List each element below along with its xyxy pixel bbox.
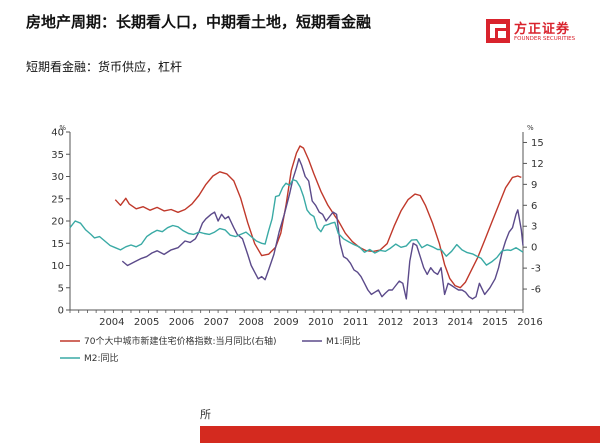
x-tick-label: 2007 xyxy=(204,317,229,328)
x-tick-label: 2009 xyxy=(273,317,298,328)
y-left-tick-label: 5 xyxy=(58,283,64,294)
chart-axes: 0 5 10 15 20 25 30 35 40% -6 -3 0 3 6 9 12 15% 2004 2005 20… xyxy=(51,124,543,328)
y-left-tick-label: 20 xyxy=(51,217,64,228)
source-note: 所 xyxy=(200,408,211,421)
page-subtitle: 短期看金融：货币供应，杠杆 xyxy=(26,60,183,74)
y-left-tick-label: 10 xyxy=(51,261,64,272)
y-right-tick-label: 15 xyxy=(531,138,544,149)
y-right-tick-label: -3 xyxy=(531,264,541,275)
series-line-2 xyxy=(121,158,524,300)
y-left-tick-label: 0 xyxy=(58,306,64,317)
x-tick-label: 2012 xyxy=(378,317,403,328)
y-right-tick-label: 0 xyxy=(531,243,537,254)
y-left-tick-label: 25 xyxy=(51,194,64,205)
y-right-tick-label: 6 xyxy=(531,201,537,212)
y-right-tick-label: -6 xyxy=(531,285,541,296)
chart-series xyxy=(69,145,524,300)
brand-logo: 方正证券 FOUNDER SECURITIES xyxy=(486,18,586,48)
logo-name-en: FOUNDER SECURITIES xyxy=(514,36,576,42)
y-left-tick-label: 35 xyxy=(51,150,64,161)
x-tick-label: 2011 xyxy=(343,317,368,328)
y-left-tick-label: 40 xyxy=(51,128,64,139)
legend-label-2: M1:同比 xyxy=(326,335,361,347)
page-title: 房地产周期：长期看人口，中期看土地，短期看金融 xyxy=(26,13,372,31)
y-right-unit: % xyxy=(527,124,534,132)
x-tick-label: 2005 xyxy=(134,317,159,328)
x-tick-label: 2016 xyxy=(517,317,542,328)
y-right-tick-label: 9 xyxy=(531,180,537,191)
x-tick-label: 2004 xyxy=(99,317,124,328)
line-chart: 0 5 10 15 20 25 30 35 40% -6 -3 0 3 6 9 12 15% 2004 2005 20… xyxy=(51,124,543,364)
series-line-3 xyxy=(69,178,524,266)
series-line-1 xyxy=(114,145,522,289)
footer-bar xyxy=(200,426,600,443)
x-tick-label: 2006 xyxy=(169,317,194,328)
legend-label-1: 70个大中城市新建住宅价格指数:当月同比(右轴) xyxy=(84,335,277,347)
y-left-unit: % xyxy=(59,124,66,132)
y-right-tick-label: 3 xyxy=(531,222,537,233)
legend-label-3: M2:同比 xyxy=(84,352,119,364)
y-right-tick-label: 12 xyxy=(531,159,544,170)
logo-name-cn: 方正证券 xyxy=(514,22,571,37)
chart-legend: 70个大中城市新建住宅价格指数:当月同比(右轴) M1:同比 M2:同比 xyxy=(60,335,361,364)
x-tick-label: 2015 xyxy=(482,317,507,328)
x-tick-label: 2013 xyxy=(413,317,438,328)
y-left-tick-label: 15 xyxy=(51,239,64,250)
x-tick-label: 2014 xyxy=(448,317,473,328)
founder-logo-icon xyxy=(486,19,510,43)
x-tick-label: 2008 xyxy=(238,317,263,328)
y-left-tick-label: 30 xyxy=(51,172,64,183)
x-tick-label: 2010 xyxy=(308,317,333,328)
